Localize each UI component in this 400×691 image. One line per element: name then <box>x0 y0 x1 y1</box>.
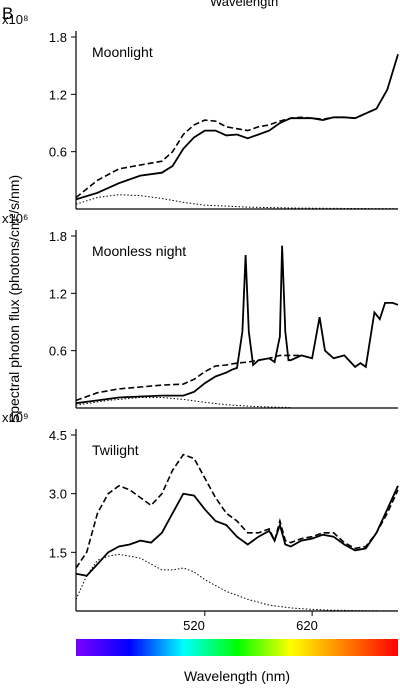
panel-letter: B <box>2 4 13 23</box>
y-tick-label: 1.8 <box>49 229 67 244</box>
x-tick-label-620: 620 <box>296 618 318 633</box>
panel-0: 0.6 1.2 1.8 x10⁸ Moonlight <box>2 12 399 210</box>
x-axis-label: Wavelength (nm) <box>184 668 290 684</box>
x-tick-labels: 520 620 <box>183 618 318 633</box>
series-line-dashed <box>75 107 377 199</box>
panel-title: Moonless night <box>92 243 186 259</box>
chart-panels: 0.6 1.2 1.8 x10⁸ Moonlight 0.6 1.2 1.8 x10⁶ Moonl… <box>2 12 399 616</box>
panel-title: Moonlight <box>92 44 153 60</box>
y-tick-label: 1.2 <box>49 286 67 301</box>
series-line-dashed <box>75 354 313 402</box>
series-line-solid <box>75 245 399 405</box>
y-tick-label: 3.0 <box>49 487 67 502</box>
top-cut-label: Wavelength <box>210 0 278 9</box>
y-tick-label: 1.5 <box>49 545 67 560</box>
y-axis-label: Spectral photon flux (photons/cm²/s/nm) <box>6 175 22 423</box>
x-tick-label-520: 520 <box>183 618 205 633</box>
y-tick-label: 1.2 <box>49 87 67 102</box>
panel-2: 1.5 3.0 4.5 x10⁹ Twilight <box>2 410 399 616</box>
y-tick-label: 0.6 <box>49 145 67 160</box>
scale-label: x10⁹ <box>2 410 29 425</box>
series-line-solid <box>75 485 399 577</box>
scale-label: x10⁸ <box>2 12 28 27</box>
spectrum-color-bar <box>76 639 398 656</box>
series-line-dashed <box>75 453 399 569</box>
scale-label: x10⁶ <box>2 211 28 226</box>
y-tick-label: 0.6 <box>49 344 67 359</box>
series-line-dotted <box>75 397 291 408</box>
y-tick-label: 4.5 <box>49 428 67 443</box>
series-line-dotted <box>75 553 399 612</box>
series-line-solid <box>75 53 399 201</box>
series-line-dotted <box>75 194 399 210</box>
panel-1: 0.6 1.2 1.8 x10⁶ Moonless night <box>2 211 399 409</box>
y-tick-label: 1.8 <box>49 30 67 45</box>
panel-title: Twilight <box>92 442 139 458</box>
